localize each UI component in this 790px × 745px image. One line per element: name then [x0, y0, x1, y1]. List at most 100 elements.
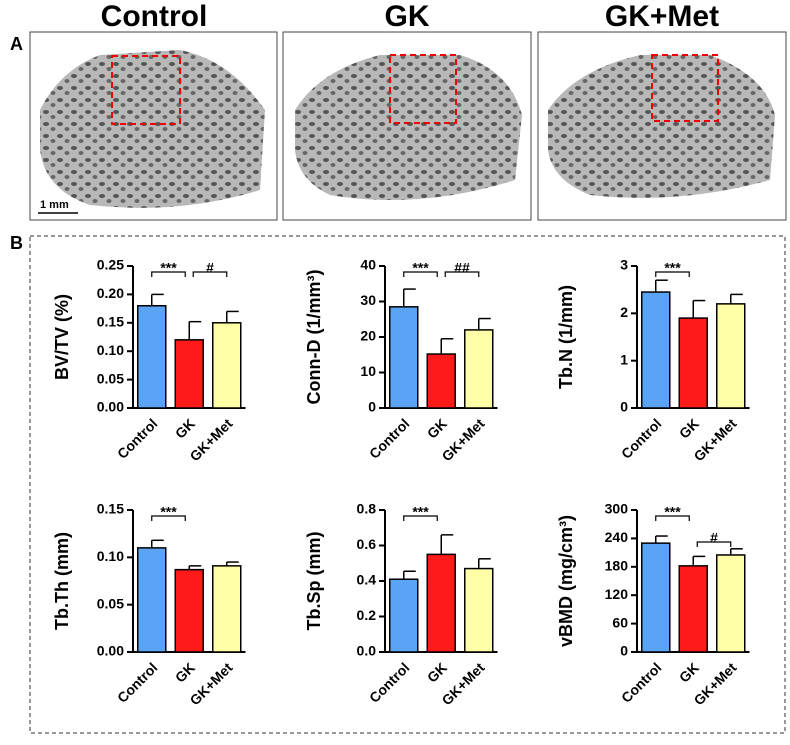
- bar: [212, 565, 242, 653]
- bar: [389, 306, 419, 409]
- x-tick-label: GK+Met: [186, 659, 235, 708]
- panel-b-frame: [29, 235, 786, 734]
- y-tick-label: 2: [620, 304, 628, 320]
- y-axis-label: Tb.N (1/mm): [556, 285, 576, 389]
- image-gk: [282, 31, 532, 221]
- y-tick-label: 3: [620, 257, 628, 273]
- significance-bracket: [403, 271, 438, 277]
- column-title: Control: [101, 0, 208, 33]
- y-tick-label: 30: [360, 292, 376, 308]
- column-title: GK: [385, 0, 430, 33]
- bar: [174, 568, 204, 653]
- significance-bracket: [192, 271, 228, 277]
- y-tick-label: 180: [605, 558, 629, 574]
- y-tick-label: 0.15: [97, 501, 124, 517]
- significance-label: ***: [664, 260, 681, 276]
- x-tick-label: GK: [172, 659, 198, 685]
- y-axis-label: Tb.Th (mm): [52, 532, 72, 630]
- x-tick-label: GK+Met: [690, 415, 739, 464]
- x-tick-label: GK: [676, 659, 702, 685]
- x-tick-label: Control: [114, 415, 161, 462]
- y-tick-label: 60: [612, 614, 628, 630]
- panel-label: A: [10, 34, 23, 54]
- y-axis-label: BV/TV (%): [52, 294, 72, 380]
- significance-bracket: [655, 271, 690, 277]
- significance-bracket: [151, 515, 186, 521]
- x-tick-label: Control: [366, 415, 413, 462]
- significance-bracket: [403, 515, 438, 521]
- column-title: GK+Met: [605, 0, 719, 33]
- x-tick-label: Control: [366, 659, 413, 706]
- x-tick-label: GK+Met: [438, 659, 487, 708]
- y-tick-label: 40: [360, 257, 376, 273]
- bar: [426, 553, 456, 653]
- y-tick-label: 20: [360, 328, 376, 344]
- y-tick-label: 0: [620, 643, 628, 659]
- y-tick-label: 0.8: [357, 501, 377, 517]
- significance-label: ***: [160, 504, 177, 520]
- y-tick-label: 0: [368, 399, 376, 415]
- y-tick-label: 300: [605, 501, 629, 517]
- bar: [174, 339, 204, 409]
- significance-label: #: [710, 530, 718, 546]
- y-tick-label: 0.15: [97, 314, 124, 330]
- y-axis-label: Conn-D (1/mm³): [304, 270, 324, 405]
- y-axis-label: vBMD (mg/cm³): [556, 515, 576, 647]
- y-tick-label: 0.10: [97, 342, 124, 358]
- x-tick-label: GK: [676, 415, 702, 441]
- x-tick-label: GK+Met: [438, 415, 487, 464]
- bar: [426, 353, 456, 409]
- image-control: 1 mm: [29, 31, 278, 221]
- significance-label: #: [206, 260, 214, 276]
- y-tick-label: 0.2: [357, 607, 377, 623]
- bar: [716, 303, 746, 409]
- significance-label: ##: [454, 260, 470, 276]
- y-tick-label: 0.05: [97, 370, 124, 386]
- y-tick-label: 0.00: [97, 399, 124, 415]
- y-tick-label: 0.6: [357, 536, 377, 552]
- bar: [641, 542, 671, 653]
- bar: [716, 554, 746, 653]
- significance-label: ***: [664, 504, 681, 520]
- y-tick-label: 1: [620, 351, 628, 367]
- bar: [678, 317, 708, 409]
- bar: [137, 305, 167, 409]
- y-tick-label: 120: [605, 586, 629, 602]
- x-tick-label: GK: [424, 659, 450, 685]
- significance-label: ***: [412, 260, 429, 276]
- y-tick-label: 0.25: [97, 257, 124, 273]
- y-axis-label: Tb.Sp (mm): [304, 532, 324, 631]
- y-tick-label: 0.10: [97, 548, 124, 564]
- x-tick-label: Control: [618, 415, 665, 462]
- y-tick-label: 0.0: [357, 643, 377, 659]
- x-tick-label: Control: [114, 659, 161, 706]
- bar: [389, 578, 419, 653]
- bar: [678, 565, 708, 653]
- bar: [212, 322, 242, 409]
- x-tick-label: GK+Met: [186, 415, 235, 464]
- image-gk-met: [537, 31, 787, 221]
- y-tick-label: 10: [360, 363, 376, 379]
- significance-label: ***: [160, 260, 177, 276]
- significance-bracket: [444, 271, 480, 277]
- x-tick-label: GK+Met: [690, 659, 739, 708]
- scale-bar-label: 1 mm: [40, 199, 69, 211]
- y-tick-label: 0.20: [97, 285, 124, 301]
- bar: [641, 291, 671, 409]
- significance-bracket: [696, 541, 732, 547]
- significance-bracket: [655, 515, 690, 521]
- x-tick-label: GK: [424, 415, 450, 441]
- y-tick-label: 0.05: [97, 595, 124, 611]
- y-tick-label: 240: [605, 529, 629, 545]
- bar: [137, 547, 167, 653]
- panel-label: B: [10, 233, 23, 253]
- bar: [464, 329, 494, 409]
- y-tick-label: 0.4: [357, 572, 377, 588]
- y-tick-label: 0: [620, 399, 628, 415]
- y-tick-label: 0.00: [97, 643, 124, 659]
- bar: [464, 567, 494, 653]
- x-tick-label: Control: [618, 659, 665, 706]
- significance-label: ***: [412, 504, 429, 520]
- x-tick-label: GK: [172, 415, 198, 441]
